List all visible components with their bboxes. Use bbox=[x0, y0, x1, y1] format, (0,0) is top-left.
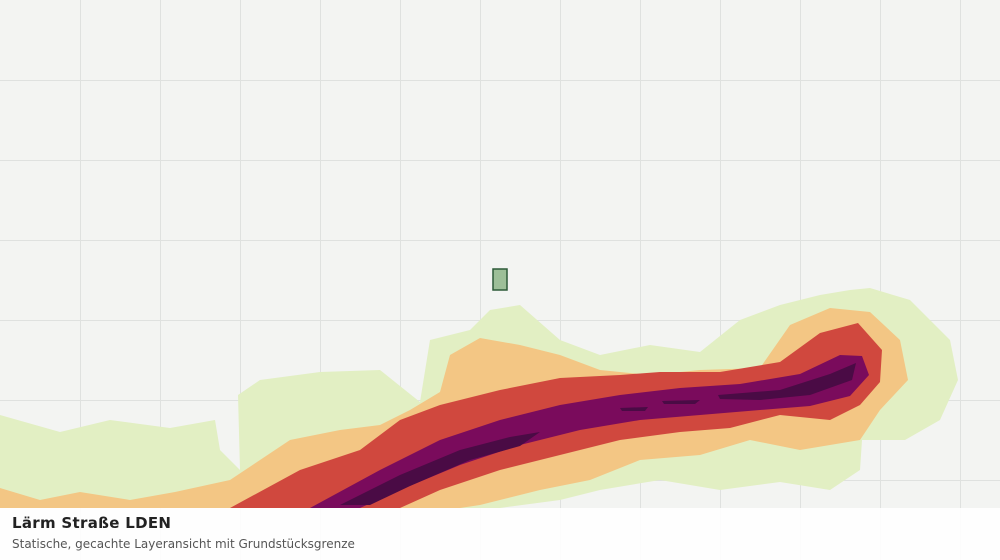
layer-subtitle: Statische, gecachte Layeransicht mit Gru… bbox=[12, 537, 355, 551]
noise-band-dark bbox=[340, 363, 856, 505]
layer-title: Lärm Straße LDEN bbox=[12, 514, 172, 532]
parcel-boundary bbox=[492, 268, 508, 291]
noise-band-purple bbox=[310, 355, 869, 508]
caption-bar: Lärm Straße LDEN Statische, gecachte Lay… bbox=[0, 508, 1000, 560]
